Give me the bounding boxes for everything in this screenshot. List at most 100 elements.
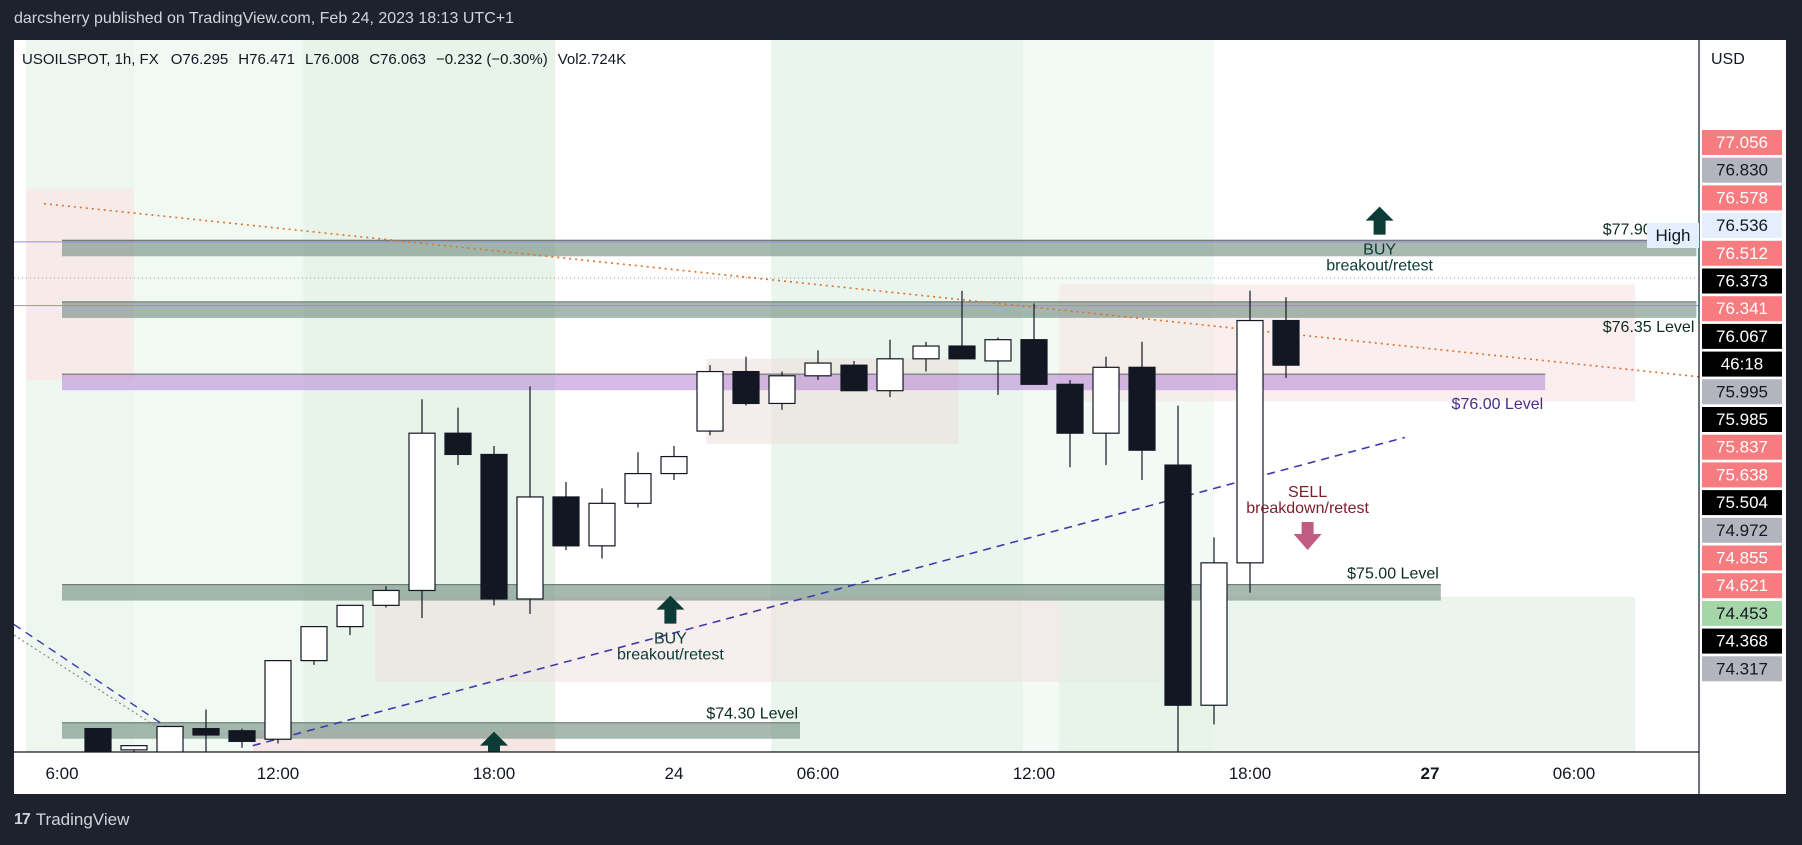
price-label-bg: [1702, 379, 1782, 405]
price-label-text: 76.373: [1716, 272, 1768, 291]
tradingview-logo-icon: 17: [14, 811, 31, 828]
candle-body: [1128, 366, 1156, 451]
candle-body: [840, 364, 868, 392]
annotation-subtitle: breakout/retest: [617, 647, 724, 664]
candle: [1164, 405, 1192, 752]
price-label: 46:18: [1702, 351, 1782, 377]
level-band: [62, 301, 1697, 318]
candle-body: [120, 745, 148, 751]
x-tick-label: 24: [665, 764, 684, 783]
session-zone: [26, 40, 134, 752]
publisher-line: darcsherry published on TradingView.com,…: [14, 10, 514, 27]
candle-body: [876, 358, 904, 392]
price-label-bg: [1702, 490, 1782, 516]
price-label-bg: [1702, 462, 1782, 488]
trendline-minor: [14, 623, 189, 742]
candle: [840, 360, 868, 392]
legend-item: L76.008: [305, 51, 359, 68]
tradingview-footer[interactable]: 17 TradingView: [14, 810, 129, 830]
candle-body: [228, 730, 256, 742]
price-label: 75.638: [1702, 462, 1782, 488]
level-zones: $77.90 Level$76.35 Level$76.00 Level$75.…: [14, 221, 1699, 739]
candle-body: [696, 370, 724, 432]
price-label-text: 75.995: [1716, 382, 1768, 401]
annotation-subtitle: breakout/retest: [1326, 258, 1433, 275]
price-label-text: 76.536: [1716, 216, 1768, 235]
price-label-bg: [1702, 545, 1782, 571]
level-label: $76.35 Level: [1603, 319, 1695, 336]
price-label-text: 74.368: [1716, 632, 1768, 651]
buy-annotation: [480, 731, 508, 760]
candle: [804, 350, 832, 381]
trendlines: [14, 202, 1751, 747]
trendline-support: [252, 436, 1406, 747]
candle: [1020, 303, 1048, 385]
candle-body: [1272, 319, 1300, 366]
price-label: 76.373: [1702, 268, 1782, 294]
price-label-text: 75.638: [1716, 465, 1768, 484]
price-label-bg: [1702, 407, 1782, 432]
candle: [372, 586, 400, 608]
x-tick-label: 06:00: [797, 764, 840, 783]
legend-item: USOILSPOT, 1h, FX: [22, 51, 159, 68]
price-label-text: 74.855: [1716, 549, 1768, 568]
candle-body: [156, 725, 184, 755]
legend-item: −0.232 (−0.30%): [436, 51, 548, 68]
candle: [948, 290, 976, 360]
arrow-down-icon: [1293, 521, 1322, 550]
x-tick-label: 12:00: [1013, 764, 1056, 783]
candle-body: [300, 626, 328, 662]
candle: [768, 371, 796, 410]
level-label: $76.00 Level: [1452, 396, 1544, 413]
background-zones: [14, 40, 1699, 752]
price-label-bg: [1702, 600, 1782, 626]
price-label-bg: [1702, 628, 1782, 654]
annotation-title: SELL: [1288, 484, 1327, 501]
price-label-bg: [1702, 296, 1782, 322]
level-band: [62, 374, 1546, 391]
price-label-bg: [1702, 185, 1782, 211]
candle: [660, 445, 688, 480]
price-label-bg: [1702, 656, 1782, 682]
price-label-text: 76.067: [1716, 327, 1768, 346]
candle-body: [1200, 562, 1228, 706]
x-tick-label: 18:00: [473, 764, 516, 783]
price-label: 76.830: [1702, 157, 1782, 183]
candle: [1236, 290, 1264, 593]
candle: [228, 728, 256, 748]
candle-body: [516, 496, 544, 600]
candle-body: [624, 472, 652, 504]
candle-body: [192, 728, 220, 736]
legend-item: Vol2.724K: [558, 51, 626, 68]
price-label: 75.985: [1702, 407, 1782, 432]
candles: [84, 290, 1300, 763]
candle: [588, 488, 616, 559]
price-label-text: 76.578: [1716, 188, 1768, 207]
chart-frame[interactable]: $77.90 Level$76.35 Level$76.00 Level$75.…: [14, 40, 1786, 794]
session-zone: [134, 40, 304, 752]
candle-body: [660, 455, 688, 475]
candle-body: [804, 362, 832, 377]
currency-label: USD: [1711, 51, 1745, 68]
candle: [552, 482, 580, 551]
price-label-text: 75.504: [1716, 493, 1768, 512]
price-label: 74.972: [1702, 517, 1782, 543]
level-band: [62, 240, 1697, 257]
annotation-title: BUY: [1363, 242, 1396, 259]
arrow-up-icon: [480, 731, 508, 760]
annotations: BUYbreakout/retestBUYbreakout/retestSELL…: [480, 206, 1434, 760]
candle-body: [444, 432, 472, 456]
candle: [732, 356, 760, 406]
price-label: 74.317: [1702, 656, 1782, 682]
time-axis-bg: [14, 752, 1786, 794]
price-label-text: 46:18: [1721, 355, 1764, 374]
candle-body: [372, 589, 400, 606]
annotation-title: BUY: [654, 631, 687, 648]
price-label: 76.341: [1702, 296, 1782, 322]
brand-name: TradingView: [35, 810, 130, 829]
chart-legend: USOILSPOT, 1h, FX O76.295 H76.471 L76.008 C7…: [22, 51, 626, 68]
candlestick-chart[interactable]: $77.90 Level$76.35 Level$76.00 Level$75.…: [14, 40, 1786, 794]
price-label-bg: [1702, 323, 1782, 349]
candle: [876, 339, 904, 398]
